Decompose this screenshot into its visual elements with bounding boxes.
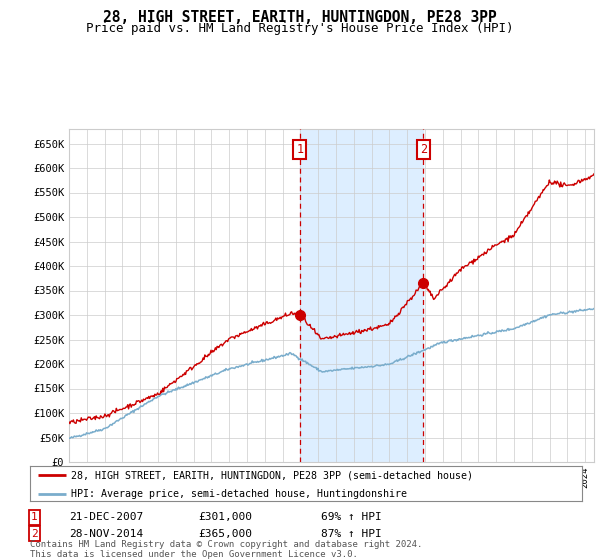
Text: 21-DEC-2007: 21-DEC-2007 — [69, 512, 143, 522]
Text: 1: 1 — [31, 512, 38, 522]
Text: 2: 2 — [31, 529, 38, 539]
Text: 1: 1 — [296, 143, 304, 156]
Text: 28, HIGH STREET, EARITH, HUNTINGDON, PE28 3PP (semi-detached house): 28, HIGH STREET, EARITH, HUNTINGDON, PE2… — [71, 470, 473, 480]
Bar — [300, 129, 424, 462]
Text: Contains HM Land Registry data © Crown copyright and database right 2024.
This d: Contains HM Land Registry data © Crown c… — [30, 540, 422, 559]
Text: 28-NOV-2014: 28-NOV-2014 — [69, 529, 143, 539]
Text: 69% ↑ HPI: 69% ↑ HPI — [321, 512, 382, 522]
Text: HPI: Average price, semi-detached house, Huntingdonshire: HPI: Average price, semi-detached house,… — [71, 488, 407, 498]
Text: Price paid vs. HM Land Registry's House Price Index (HPI): Price paid vs. HM Land Registry's House … — [86, 22, 514, 35]
Text: 87% ↑ HPI: 87% ↑ HPI — [321, 529, 382, 539]
Text: £301,000: £301,000 — [198, 512, 252, 522]
Text: 2: 2 — [420, 143, 427, 156]
Text: 28, HIGH STREET, EARITH, HUNTINGDON, PE28 3PP: 28, HIGH STREET, EARITH, HUNTINGDON, PE2… — [103, 10, 497, 25]
Text: £365,000: £365,000 — [198, 529, 252, 539]
